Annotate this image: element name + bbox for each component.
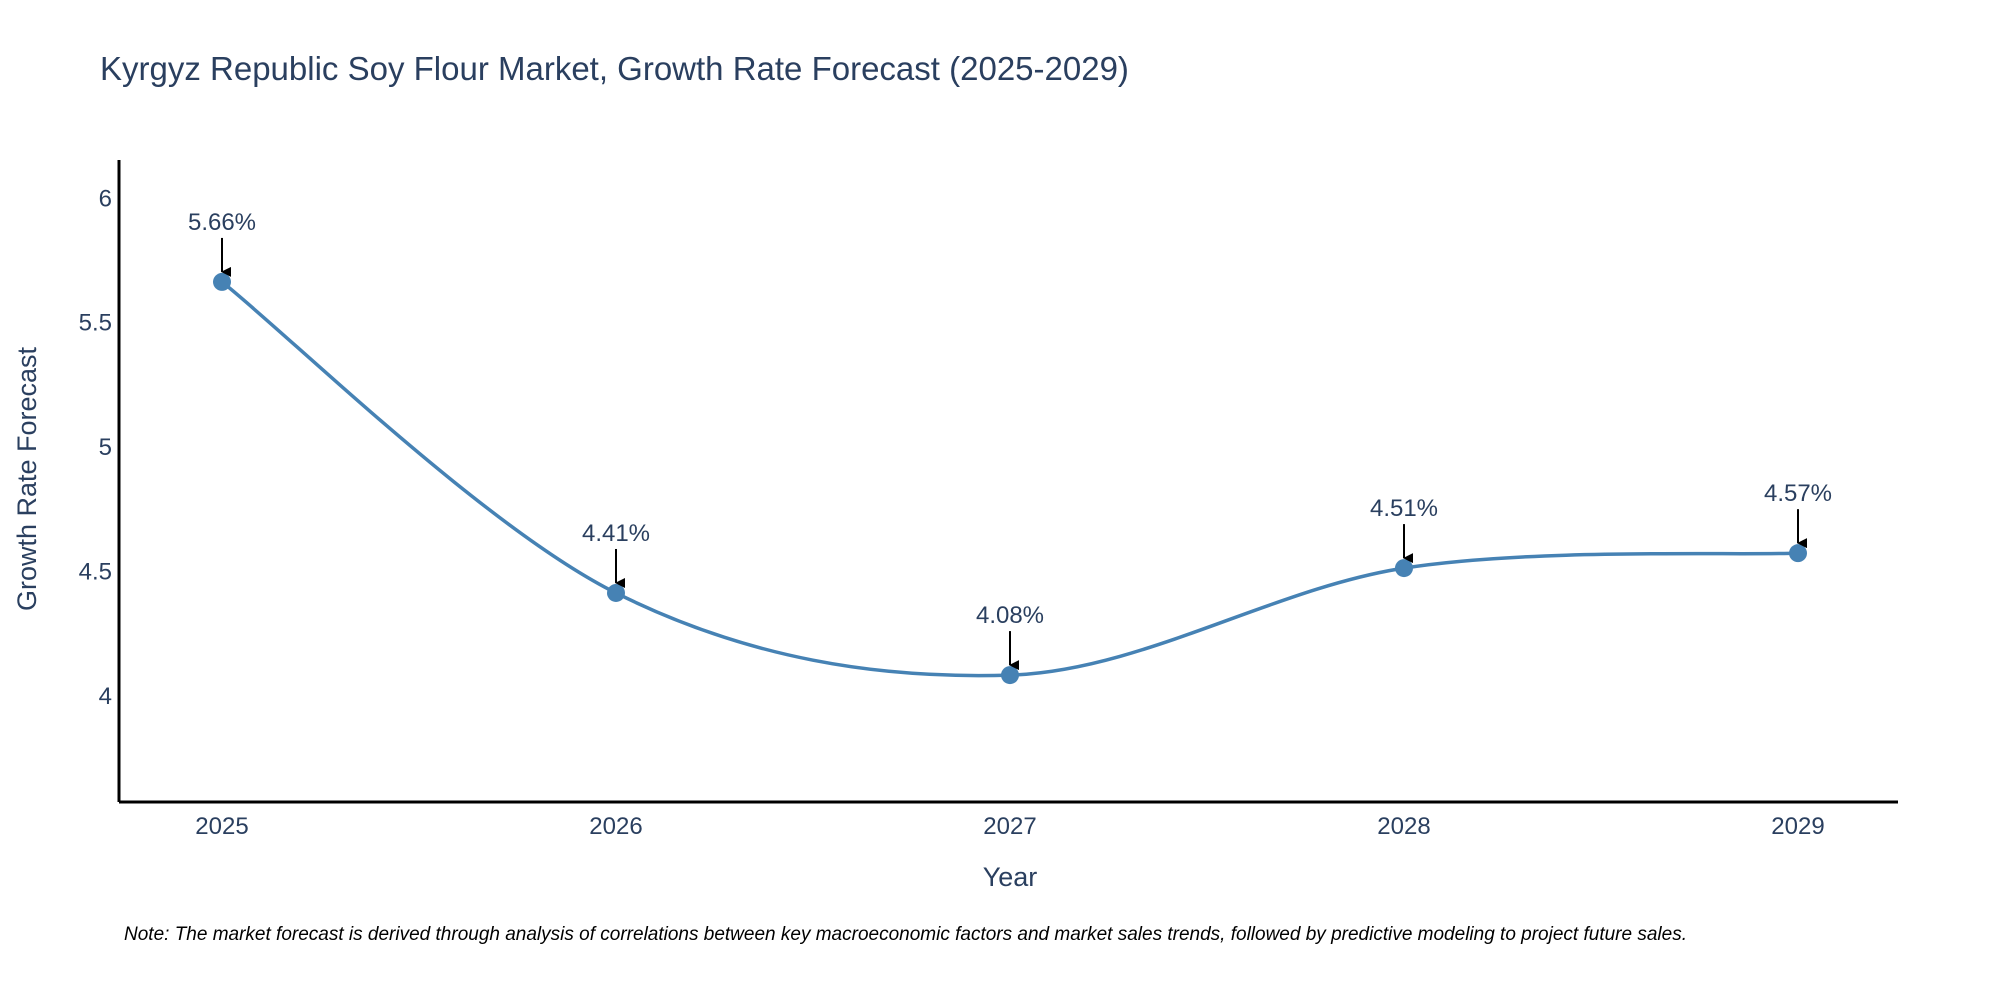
y-tick-label: 5.5 xyxy=(79,310,112,337)
y-axis-title: Growth Rate Forecast xyxy=(12,346,42,611)
data-points xyxy=(213,272,1807,685)
x-axis-title: Year xyxy=(983,862,1038,892)
data-point xyxy=(1001,666,1019,685)
data-label: 4.08% xyxy=(976,602,1044,629)
x-tick-label: 2028 xyxy=(1377,813,1430,840)
x-tick-label: 2029 xyxy=(1771,813,1824,840)
y-tick-label: 5 xyxy=(99,434,112,461)
data-label: 4.51% xyxy=(1370,495,1438,522)
data-label: 4.57% xyxy=(1764,480,1832,507)
y-axis-ticks: 4 4.5 5 5.5 6 xyxy=(79,185,112,710)
y-tick-label: 4.5 xyxy=(79,559,112,586)
y-tick-label: 6 xyxy=(99,185,112,212)
chart-note: Note: The market forecast is derived thr… xyxy=(124,924,1687,945)
series-line xyxy=(220,280,1799,678)
data-point xyxy=(1395,559,1413,578)
data-label: 4.41% xyxy=(582,520,650,547)
x-tick-label: 2027 xyxy=(983,813,1036,840)
x-axis-ticks: 2025 2026 2027 2028 2029 xyxy=(195,813,1824,840)
x-tick-label: 2025 xyxy=(195,813,248,840)
chart-title: Kyrgyz Republic Soy Flour Market, Growth… xyxy=(100,50,1129,87)
data-point xyxy=(1789,544,1807,563)
data-label: 5.66% xyxy=(188,209,256,236)
data-annotations: 5.66% 4.41% 4.08% 4.51% 4.57% xyxy=(188,209,1832,671)
x-tick-label: 2026 xyxy=(589,813,642,840)
data-point xyxy=(607,583,625,602)
y-tick-label: 4 xyxy=(99,683,112,710)
data-point xyxy=(213,272,231,291)
